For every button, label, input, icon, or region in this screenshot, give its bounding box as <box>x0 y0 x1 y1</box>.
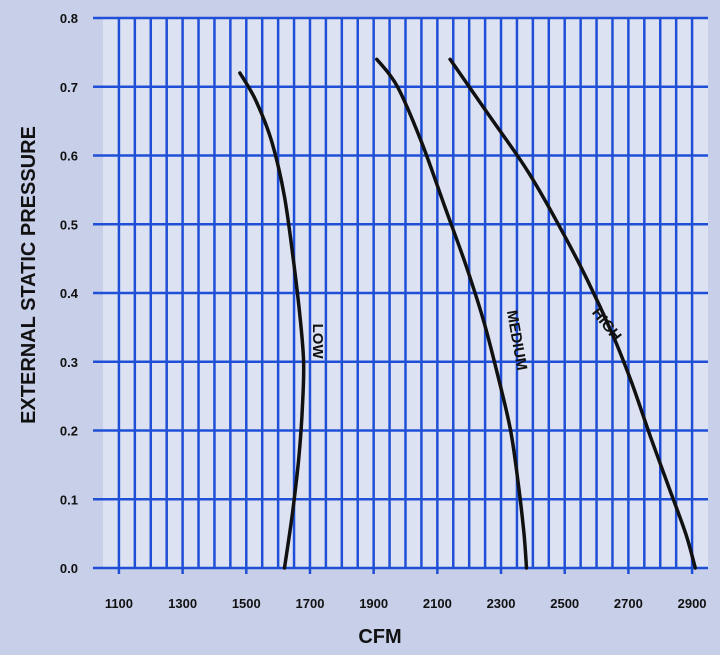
series-layer <box>238 57 698 570</box>
y-tick-label: 0.4 <box>60 286 79 301</box>
x-tick-label: 2700 <box>614 596 643 611</box>
x-tick-label: 2900 <box>678 596 707 611</box>
y-tick-label: 0.7 <box>60 80 78 95</box>
x-tick-label: 2100 <box>423 596 452 611</box>
x-tick-label: 2500 <box>550 596 579 611</box>
series-label-low: LOW <box>309 324 326 360</box>
y-tick-label: 0.3 <box>60 355 78 370</box>
x-tick-label: 1300 <box>168 596 197 611</box>
y-tick-label: 0.0 <box>60 561 78 576</box>
x-tick-label: 1900 <box>359 596 388 611</box>
series-line-low <box>238 71 306 570</box>
x-tick-label: 2300 <box>487 596 516 611</box>
x-tick-label: 1500 <box>232 596 261 611</box>
tick-label-layer: 1100 1300 1500 1700 1900 2100 2300 2500 2700 2900… <box>60 11 707 611</box>
x-tick-label: 1700 <box>296 596 325 611</box>
x-axis-title: CFM <box>358 626 401 648</box>
y-tick-label: 0.2 <box>60 424 78 439</box>
y-tick-label: 0.6 <box>60 149 78 164</box>
y-tick-label: 0.5 <box>60 217 78 232</box>
series-line-high <box>448 57 698 570</box>
y-tick-label: 0.1 <box>60 492 78 507</box>
grid-layer <box>93 16 708 574</box>
y-axis-title: EXTERNAL STATIC PRESSURE <box>18 126 40 424</box>
y-tick-label: 0.8 <box>60 11 78 26</box>
series-line-medium <box>375 57 529 570</box>
x-tick-label: 1100 <box>105 596 133 611</box>
